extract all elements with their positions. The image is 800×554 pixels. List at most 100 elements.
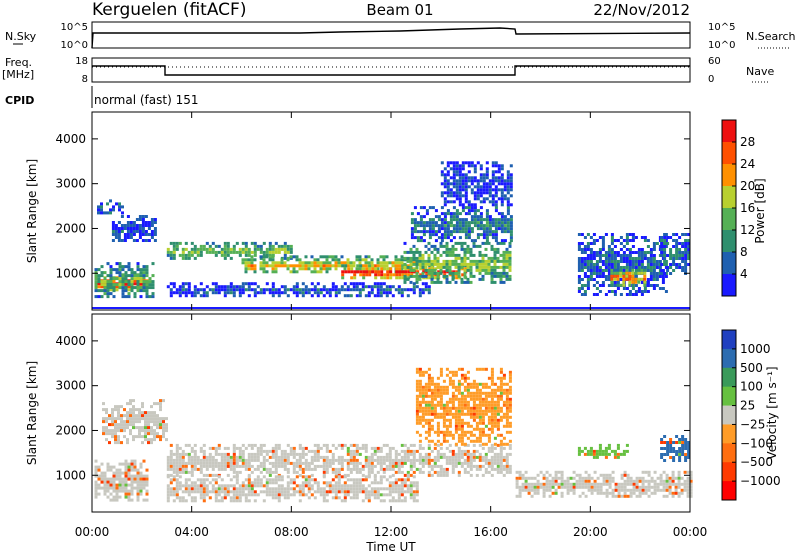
data-cell — [147, 420, 150, 424]
data-cell — [370, 481, 374, 485]
data-cell — [577, 245, 581, 248]
data-cell — [406, 487, 410, 491]
data-cell — [566, 488, 570, 492]
data-cell — [461, 194, 465, 198]
data-cell — [623, 470, 627, 474]
data-cell — [491, 188, 495, 192]
data-cell — [316, 484, 320, 488]
data-cell — [613, 254, 617, 257]
data-cell — [229, 458, 233, 462]
data-cell — [436, 385, 440, 389]
data-cell — [100, 289, 104, 293]
data-cell — [421, 391, 425, 395]
power-panel-frame — [91, 111, 691, 311]
data-cell — [391, 481, 395, 485]
data-cell — [298, 446, 302, 450]
data-cell — [280, 487, 284, 491]
data-cell — [506, 197, 510, 201]
data-cell — [316, 458, 320, 462]
data-cell — [669, 248, 673, 251]
data-cell — [337, 458, 341, 462]
data-cell — [487, 385, 491, 389]
data-cell — [238, 288, 242, 292]
data-cell — [634, 260, 638, 263]
data-cell — [643, 287, 647, 290]
data-cell — [418, 470, 422, 474]
data-cell — [458, 188, 462, 192]
data-cell — [277, 464, 281, 468]
data-cell — [235, 493, 239, 497]
data-cell — [211, 473, 215, 477]
data-cell — [599, 482, 603, 486]
data-cell — [241, 258, 245, 262]
data-cell — [439, 241, 443, 245]
data-cell — [313, 458, 317, 462]
data-cell — [340, 484, 344, 488]
data-cell — [496, 421, 500, 425]
data-cell — [109, 208, 112, 212]
data-cell — [181, 470, 185, 474]
data-cell — [118, 283, 122, 287]
data-cell — [138, 417, 141, 421]
data-cell — [298, 473, 302, 477]
data-cell — [145, 265, 149, 269]
data-cell — [672, 263, 676, 266]
data-cell — [187, 484, 191, 488]
data-cell — [175, 452, 179, 456]
data-cell — [232, 464, 236, 468]
data-cell — [415, 458, 419, 462]
data-cell — [433, 458, 437, 462]
data-cell — [485, 224, 489, 228]
data-cell — [280, 258, 284, 262]
data-cell — [687, 242, 691, 245]
data-cell — [370, 261, 374, 265]
data-cell — [385, 464, 389, 468]
data-cell — [208, 288, 212, 292]
data-cell — [211, 247, 215, 251]
data-cell — [150, 230, 154, 233]
data-cell — [265, 458, 269, 462]
data-cell — [623, 482, 627, 486]
data-cell — [652, 245, 656, 248]
data-cell — [130, 486, 134, 490]
data-cell — [460, 280, 464, 284]
data-cell — [147, 414, 150, 418]
data-cell — [226, 285, 230, 289]
data-cell — [595, 263, 599, 266]
data-cell — [476, 185, 480, 189]
data-cell — [601, 248, 605, 251]
data-cell — [434, 267, 438, 271]
data-cell — [446, 233, 450, 237]
data-cell — [469, 250, 473, 254]
data-cell — [623, 473, 627, 477]
data-cell — [446, 161, 450, 165]
data-cell — [379, 261, 383, 265]
data-cell — [580, 260, 584, 263]
data-cell — [497, 227, 501, 231]
data-cell — [301, 267, 305, 271]
data-cell — [368, 273, 372, 277]
data-cell — [118, 471, 122, 475]
data-cell — [619, 452, 623, 456]
data-cell — [490, 265, 494, 269]
data-cell — [388, 291, 392, 295]
data-cell — [172, 256, 176, 260]
data-cell — [433, 415, 437, 419]
data-cell — [499, 464, 503, 468]
data-cell — [418, 391, 422, 395]
data-cell — [124, 280, 128, 284]
data-cell — [289, 264, 293, 268]
data-cell — [187, 443, 191, 447]
data-cell — [421, 394, 425, 398]
data-cell — [686, 494, 690, 498]
data-cell — [94, 274, 98, 278]
data-cell — [436, 464, 440, 468]
data-cell — [141, 221, 145, 224]
data-cell — [641, 476, 645, 480]
data-cell — [340, 467, 344, 471]
data-cell — [406, 475, 410, 479]
data-cell — [640, 251, 644, 254]
data-cell — [475, 467, 479, 471]
data-cell — [145, 492, 149, 496]
data-cell — [313, 443, 317, 447]
